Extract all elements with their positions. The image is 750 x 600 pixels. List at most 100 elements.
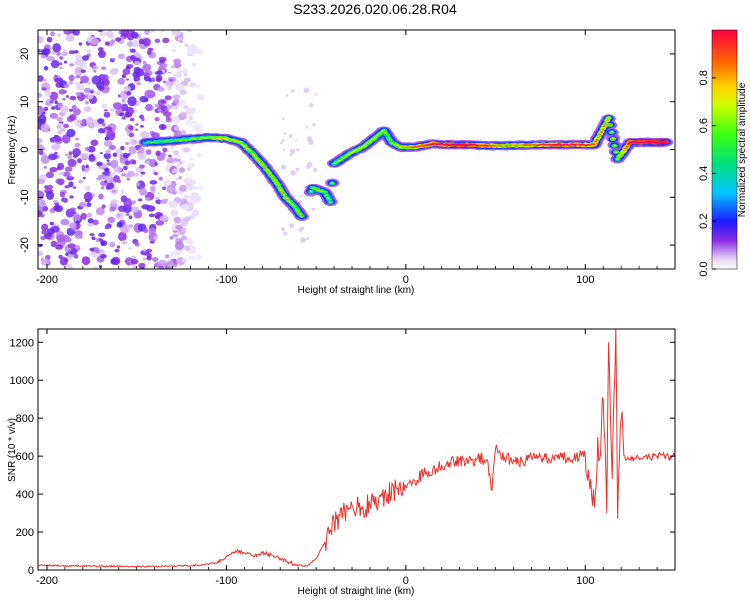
noise-speckle — [311, 207, 315, 211]
noise-speckle — [129, 117, 135, 122]
noise-speckle — [132, 200, 137, 204]
noise-speckle — [179, 184, 188, 192]
ridge-mark — [294, 208, 298, 211]
heatmap-marks — [38, 30, 674, 269]
ridge-mark — [598, 133, 602, 136]
noise-speckle — [173, 216, 181, 224]
ridge-mark — [604, 123, 608, 125]
noise-speckle — [112, 152, 118, 158]
noise-speckle — [172, 94, 180, 100]
noise-speckle — [49, 166, 58, 173]
noise-speckle — [122, 68, 131, 75]
noise-speckle — [80, 122, 86, 127]
noise-speckle — [65, 153, 69, 157]
noise-speckle — [65, 252, 69, 256]
noise-speckle — [65, 95, 70, 98]
noise-speckle — [145, 149, 152, 155]
noise-speckle — [178, 176, 182, 180]
ridge-mark — [256, 159, 260, 162]
noise-speckle — [115, 37, 122, 42]
bottom-x-ticks: -200 -100 0 100 — [36, 329, 676, 587]
ridge-mark — [329, 201, 332, 204]
noise-speckle — [62, 48, 67, 52]
noise-speckle — [300, 237, 306, 243]
noise-speckle — [112, 67, 119, 74]
noise-speckle — [68, 50, 76, 55]
noise-speckle — [282, 148, 286, 151]
ridge-mark — [259, 162, 263, 165]
noise-speckle — [59, 66, 63, 70]
noise-speckle — [289, 153, 293, 157]
noise-speckle — [166, 260, 174, 268]
ridge-mark — [607, 117, 610, 120]
noise-speckle — [136, 81, 142, 86]
noise-speckle — [127, 124, 132, 127]
noise-speckle — [145, 160, 150, 165]
noise-speckle — [82, 176, 86, 180]
noise-speckle — [90, 139, 99, 147]
noise-speckle — [41, 48, 51, 56]
noise-speckle — [130, 258, 139, 265]
ridge-mark — [291, 204, 295, 207]
noise-speckle — [81, 256, 91, 266]
noise-speckle — [109, 241, 116, 248]
noise-speckle — [60, 128, 66, 132]
top-ytick-label: 20 — [19, 48, 31, 60]
noise-speckle — [73, 108, 81, 116]
noise-speckle — [153, 235, 158, 240]
noise-speckle — [188, 115, 193, 121]
ridge-mark — [285, 197, 289, 200]
noise-speckle — [121, 103, 129, 112]
noise-speckle — [162, 147, 168, 153]
noise-speckle — [67, 158, 77, 167]
ridge-mark — [359, 147, 363, 150]
ridge-mark — [288, 201, 292, 204]
noise-speckle — [58, 89, 67, 95]
noise-speckle — [172, 49, 176, 52]
noise-speckle — [169, 79, 173, 82]
ridge-mark — [601, 128, 605, 131]
noise-speckle — [139, 114, 144, 119]
noise-speckle — [290, 148, 296, 154]
noise-speckle — [138, 146, 145, 154]
top-xtick-label: -200 — [36, 274, 58, 286]
noise-speckle — [290, 170, 296, 176]
noise-speckle — [135, 167, 141, 172]
noise-speckle — [170, 209, 178, 217]
noise-speckle — [175, 155, 182, 160]
ridge-mark — [620, 152, 624, 155]
noise-speckle — [51, 106, 56, 110]
ridge-mark — [278, 187, 281, 189]
noise-speckle — [305, 165, 310, 170]
ridge-mark — [613, 144, 616, 147]
ridge-mark — [605, 119, 609, 122]
top-y-ticks: -20 -10 0 10 20 — [19, 48, 675, 253]
noise-speckle — [84, 106, 92, 112]
noise-speckle — [40, 123, 50, 132]
noise-speckle — [116, 221, 124, 228]
noise-speckle — [38, 150, 44, 156]
ridge-mark — [616, 158, 619, 161]
noise-speckle — [166, 157, 176, 164]
noise-speckle — [58, 254, 63, 259]
noise-speckle — [100, 254, 107, 259]
noise-speckle — [55, 244, 63, 250]
noise-speckle — [103, 111, 111, 118]
noise-speckle — [75, 92, 81, 96]
noise-speckle — [49, 221, 54, 226]
ridge-mark — [279, 189, 283, 192]
noise-speckle — [157, 87, 165, 92]
ridge-mark — [282, 194, 286, 196]
noise-speckle — [188, 44, 198, 54]
noise-speckle — [108, 144, 116, 151]
noise-speckle — [138, 38, 145, 45]
noise-speckle — [104, 225, 109, 230]
noise-speckle — [157, 108, 162, 112]
noise-speckle — [180, 111, 187, 117]
noise-speckle — [303, 185, 306, 188]
noise-speckle — [143, 248, 147, 252]
noise-speckle — [73, 253, 79, 259]
noise-speckle — [179, 89, 187, 95]
noise-speckle — [91, 193, 96, 197]
ridge-mark — [610, 130, 613, 133]
